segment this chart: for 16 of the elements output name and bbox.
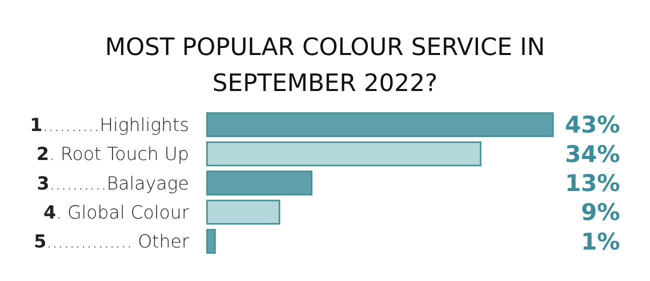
bar: [206, 141, 482, 166]
data-label: 1%: [580, 229, 620, 256]
bar: [206, 112, 554, 138]
bar: [206, 228, 216, 254]
data-label: 9%: [580, 200, 620, 226]
y-tick-label: 4. Global Colour: [43, 202, 190, 224]
y-tick-label: 3..........Balayage: [36, 173, 189, 194]
chart-title: MOST POPULAR COLOUR SERVICE IN SEPTEMBER 2022?: [105, 33, 545, 97]
data-label: 43%: [564, 112, 620, 139]
y-tick-label: 1..........Highlights: [30, 114, 189, 136]
data-label: 34%: [564, 142, 620, 168]
data-label: 13%: [564, 171, 620, 198]
y-tick-label: 5............... Other: [34, 232, 190, 253]
bar: [206, 170, 312, 196]
bar: [206, 200, 280, 225]
y-tick-label: 2. Root Touch Up: [36, 144, 189, 166]
